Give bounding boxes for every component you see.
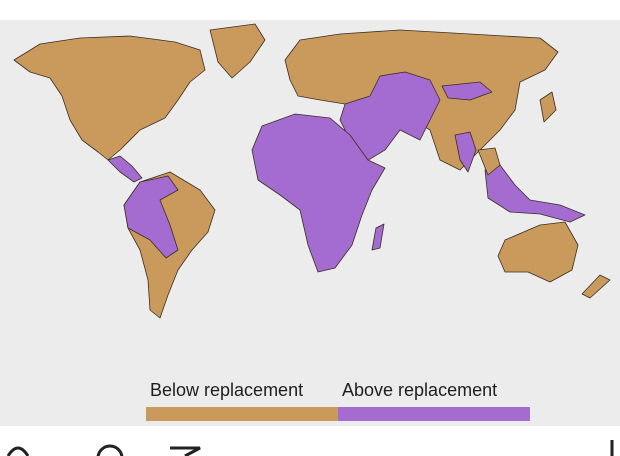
greenland (209, 23, 266, 79)
japan (539, 91, 557, 123)
toolbar-icons (6, 440, 614, 456)
icon[interactable] (170, 446, 201, 456)
legend-label: Below replacement (150, 380, 303, 400)
north-america (13, 35, 206, 161)
africa (251, 113, 386, 273)
madagascar (371, 223, 385, 251)
legend: Below replacement Above replacement (146, 380, 530, 421)
central-america (107, 155, 143, 183)
mongolia (441, 81, 493, 101)
south-america-above (123, 175, 179, 259)
icon[interactable] (6, 446, 30, 456)
southeast-asia (484, 164, 586, 223)
southeast-asia-below (477, 147, 501, 176)
australia (497, 221, 579, 283)
legend-swatch (338, 407, 530, 421)
world-map (13, 23, 611, 319)
legend-swatch (146, 407, 338, 421)
legend-label: Above replacement (342, 380, 497, 400)
new-zealand (581, 274, 611, 299)
icon[interactable] (96, 444, 124, 456)
south-asia (454, 131, 477, 173)
